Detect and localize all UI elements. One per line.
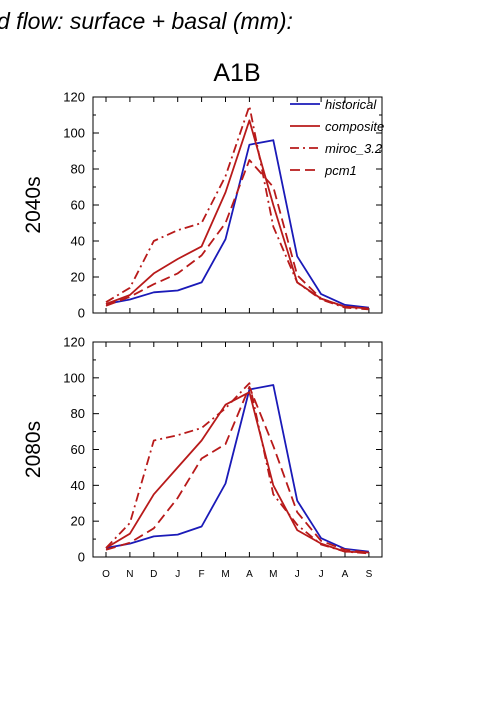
y-axis-label: 2080s [22, 421, 45, 478]
x-tick-label: S [366, 569, 373, 580]
y-tick-label: 40 [71, 234, 85, 249]
x-tick-label: M [269, 569, 277, 580]
x-tick-label: M [221, 569, 229, 580]
scenario-title: A1B [213, 59, 260, 87]
legend-label-composite: composite [325, 119, 384, 134]
y-tick-label: 80 [71, 406, 85, 421]
figure-title: d flow: surface + basal (mm): [0, 8, 293, 34]
legend-label-miroc: miroc_3.2 [325, 141, 383, 156]
panel-2080s: 0 20 40 60 80 100 120 O N D J F M A M J J A S 2080s [22, 335, 383, 580]
legend-label-historical: historical [325, 97, 377, 112]
x-tick-label: N [126, 569, 133, 580]
y-tick-label: 100 [63, 370, 85, 385]
x-tick-label: F [199, 569, 205, 580]
y-tick-label: 120 [63, 335, 85, 350]
x-tick-label: O [102, 569, 110, 580]
y-tick-label: 60 [71, 442, 85, 457]
y-tick-label: 20 [71, 514, 85, 529]
series-line-historical [105, 384, 370, 553]
y-tick-label: 80 [71, 162, 85, 177]
series-line-miroc-3-2 [105, 382, 369, 555]
x-tick-label: J [295, 569, 300, 580]
series-line-pcm1 [105, 159, 369, 310]
y-tick-label: 20 [71, 270, 85, 285]
y-axis-label: 2040s [22, 176, 45, 233]
y-tick-label: 0 [78, 550, 85, 565]
y-tick-label: 100 [63, 126, 85, 141]
y-tick-label: 0 [78, 306, 85, 321]
y-tick-label: 120 [63, 90, 85, 105]
series-line-miroc-3-2 [105, 105, 369, 311]
x-tick-label: J [319, 569, 324, 580]
legend-label-pcm1: pcm1 [324, 163, 357, 178]
x-tick-label: J [175, 569, 180, 580]
x-tick-label: A [342, 569, 349, 580]
x-tick-label: D [150, 569, 157, 580]
y-tick-label: 40 [71, 478, 85, 493]
y-tick-label: 60 [71, 198, 85, 213]
x-tick-label: A [246, 569, 253, 580]
legend: historical composite miroc_3.2 pcm1 [290, 97, 384, 178]
panel-2040s: 0 20 40 60 80 100 120 2040s [22, 90, 383, 321]
series-line-pcm1 [105, 385, 370, 554]
